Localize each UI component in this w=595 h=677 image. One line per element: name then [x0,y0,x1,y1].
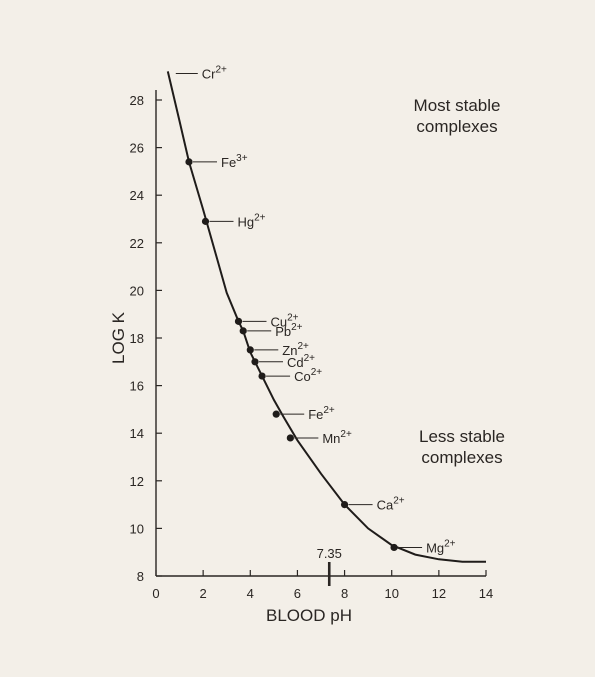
ion-label: Mn2+ [322,429,352,446]
ion-charge: 2+ [291,322,303,333]
y-axis-title: LOG K [109,311,128,364]
x-tick-label: 8 [341,586,348,601]
x-tick-label: 0 [152,586,159,601]
data-point [246,346,254,354]
data-point [272,410,280,418]
y-tick-label: 10 [130,521,144,536]
annotation-less-stable: Less stable [419,427,505,446]
points-layer [185,158,398,552]
y-tick-label: 16 [130,379,144,394]
data-point [390,543,398,552]
ion-label: Pb2+ [275,322,302,339]
data-point [234,317,243,325]
x-tick-label: 6 [294,586,301,601]
x-tick-label: 14 [479,586,493,601]
ion-symbol: Fe [308,407,323,422]
annotation-less-stable: complexes [421,448,502,467]
y-tick-label: 22 [130,236,144,251]
ion-symbol: Pb [275,324,291,339]
ion-symbol: Ca [377,498,394,513]
data-point [185,158,193,166]
ion-symbol: Hg [238,214,255,229]
ion-charge: 2+ [311,367,323,378]
ion-symbol: Cu [271,314,288,329]
ion-label: Mg2+ [426,538,456,555]
ion-charge: 2+ [323,405,335,416]
ion-charge: 2+ [393,496,405,507]
ion-charge: 2+ [287,312,299,323]
ion-label-cr: Cr2+ [202,64,227,81]
y-tick-label: 20 [130,283,144,298]
ion-charge: 2+ [444,538,456,549]
data-point [258,372,266,380]
axes [155,90,486,577]
ion-symbol: Co [294,369,311,384]
stability-curve [166,71,486,563]
y-tick-label: 12 [130,474,144,489]
data-point [201,217,210,225]
data-point [340,501,349,509]
y-tick-label: 14 [130,426,144,441]
ion-charge: 3+ [236,153,248,164]
y-tick-label: 24 [130,188,144,203]
annotation-most-stable: Most stable [414,96,501,115]
ion-label: Fe3+ [221,153,248,170]
ion-charge: 2+ [254,212,266,223]
data-point [251,358,259,366]
ion-charge: 2+ [297,341,309,352]
ion-symbol: Zn [282,343,297,358]
x-tick-label: 12 [432,586,446,601]
ion-label: Zn2+ [282,341,309,358]
ion-charge: 2+ [340,429,352,440]
ion-charge: 2+ [216,64,228,75]
y-tick-label: 26 [130,141,144,156]
ion-label: Fe2+ [308,405,335,422]
y-tick-label: 28 [130,93,144,108]
curve-layer [166,71,486,563]
ion-label: Hg2+ [238,212,266,229]
y-tick-label: 18 [130,331,144,346]
ion-symbol: Cr [202,66,216,81]
ion-label: Co2+ [294,367,322,384]
ion-label: Ca2+ [377,496,405,513]
annotation-most-stable: complexes [416,117,497,136]
y-tick-label: 8 [137,569,144,584]
ion-symbol: Mg [426,540,444,555]
ion-symbol: Fe [221,155,236,170]
x-tick-label: 10 [384,586,398,601]
data-point [239,327,247,335]
ion-label: Cu2+ [271,312,299,329]
ion-symbol: Cd [287,355,304,370]
x-axis-title: BLOOD pH [266,606,352,625]
x-tick-label: 4 [247,586,254,601]
ion-label: Cd2+ [287,353,315,370]
ph-marker-label: 7.35 [317,546,342,561]
data-point [286,434,294,442]
ion-charge: 2+ [304,353,316,364]
x-tick-label: 2 [200,586,207,601]
ion-symbol: Mn [322,431,340,446]
